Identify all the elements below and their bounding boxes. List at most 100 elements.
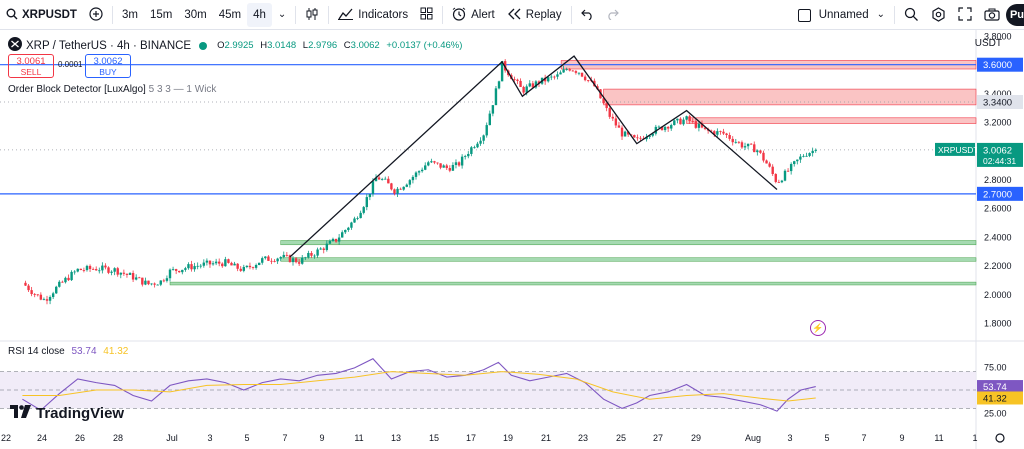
price-tick-label: 3.8000	[984, 32, 1012, 42]
candle-body	[374, 177, 378, 182]
candle-body	[473, 147, 476, 149]
candle-body	[245, 265, 249, 267]
time-axis[interactable]: 22 24 26 28 Jul 3 5 7 9 11 13 15 17 19 21 23 25 27 29 Aug 3 5…	[1, 433, 1005, 443]
candle-body	[645, 136, 648, 140]
chart-type-button[interactable]	[299, 0, 325, 30]
settings-button[interactable]	[925, 0, 952, 30]
lightning-icon[interactable]: ⚡	[810, 320, 826, 336]
interval-3m[interactable]: 3m	[121, 8, 138, 21]
candle-body	[131, 273, 135, 280]
buy-label: BUY	[99, 67, 117, 77]
candle-body	[580, 72, 584, 77]
candle-body	[168, 269, 172, 279]
indicator-legend[interactable]: Order Block Detector [LuxAlgo] 5 3 3 — 1…	[8, 84, 216, 95]
candle-body	[666, 126, 670, 129]
candle-body	[227, 259, 230, 263]
candle-body	[267, 256, 270, 261]
low-label: L	[302, 40, 309, 51]
price-tick-label: 2.8000	[984, 175, 1012, 185]
candle-body	[48, 297, 52, 301]
fullscreen-button[interactable]	[952, 0, 978, 30]
layout-checkbox[interactable]	[797, 8, 811, 22]
candle-body	[316, 249, 319, 256]
candle-body	[341, 232, 344, 238]
rsi-name: RSI 14 close	[8, 346, 65, 357]
price-level-tag	[977, 186, 1023, 201]
candle-body	[725, 133, 728, 136]
interval-dropdown[interactable]: ⌄	[272, 0, 292, 30]
avatar[interactable]: Pu	[1006, 4, 1024, 26]
candle-body	[125, 273, 129, 275]
spread-value: 0.0001	[58, 60, 83, 69]
alert-button[interactable]: Alert	[446, 0, 501, 30]
fullscreen-icon	[958, 7, 972, 23]
interval-15m[interactable]: 15m	[149, 8, 173, 21]
candle-body	[405, 184, 408, 187]
time-tick-label: 23	[578, 433, 588, 443]
candle-body	[728, 135, 731, 139]
candle-body	[430, 161, 433, 163]
undo-button[interactable]	[575, 0, 600, 30]
layout-name-button[interactable]: Unnamed ⌄	[792, 0, 891, 30]
candle-body	[79, 268, 83, 271]
candle-body	[420, 169, 424, 172]
candle-body	[513, 79, 516, 80]
candle-body	[128, 273, 132, 275]
candle-body	[147, 280, 150, 285]
candle-body	[759, 150, 762, 153]
interval-45m[interactable]: 45m	[218, 8, 242, 21]
candle-body	[454, 162, 458, 165]
candle-body	[190, 264, 193, 270]
snapshot-button[interactable]	[978, 0, 1006, 30]
candle-body	[583, 76, 587, 81]
candle-body	[740, 142, 744, 148]
candle-body	[691, 121, 694, 122]
rsi-ma-value-tag-label: 41.32	[983, 393, 1007, 404]
candle-body	[119, 272, 122, 275]
rsi-value-tag	[977, 380, 1023, 394]
candle-body	[187, 264, 190, 269]
candle-body	[254, 264, 258, 268]
redo-button[interactable]	[600, 0, 625, 30]
candle-body	[470, 147, 473, 154]
candle-body	[587, 80, 590, 81]
buy-button[interactable]: 3.0062 BUY	[85, 54, 131, 78]
countdown-label: 02:44:31	[983, 156, 1016, 166]
candle-body	[334, 238, 338, 242]
candle-body	[679, 118, 682, 125]
candle-body	[33, 294, 36, 295]
rsi-legend[interactable]: RSI 14 close 53.74 41.32	[8, 346, 128, 357]
candle-body	[762, 152, 765, 161]
replay-button[interactable]: Replay	[501, 0, 568, 30]
close-value: 3.0062	[350, 40, 380, 51]
last-price-symbol-tag	[935, 142, 975, 156]
candle-body	[307, 252, 310, 258]
symbol-search[interactable]: XRPUSDT	[0, 0, 83, 30]
interval-30m[interactable]: 30m	[184, 8, 207, 21]
interval-4h[interactable]: 4h	[247, 2, 272, 27]
price-chart[interactable]: 3.80003.40003.20002.97002.80002.60002.40…	[0, 30, 1024, 449]
currency-label[interactable]: USDT	[974, 38, 1002, 49]
candle-body	[380, 179, 384, 180]
price-level-tag	[977, 57, 1023, 72]
quick-search-button[interactable]	[898, 0, 925, 30]
candle-body	[550, 76, 553, 78]
candle-body	[568, 69, 571, 71]
toolbar-divider	[570, 5, 572, 24]
price-tick-label: 2.0000	[984, 290, 1012, 300]
time-tick-label: 17	[466, 433, 476, 443]
sell-button[interactable]: 3.0061 SELL	[8, 54, 54, 78]
price-axis[interactable]: 3.80003.40003.20002.97002.80002.60002.40…	[935, 32, 1023, 419]
candle-body	[279, 257, 282, 259]
price-level-tag-label: 3.6000	[983, 60, 1012, 71]
layouts-button[interactable]	[414, 0, 439, 30]
candle-body	[663, 126, 667, 131]
candle-body	[445, 165, 448, 169]
candle-body	[685, 116, 688, 120]
candle-body	[82, 270, 86, 271]
price-tick-label: 2.6000	[984, 204, 1012, 214]
compare-button[interactable]	[83, 0, 109, 30]
candle-body	[150, 283, 153, 285]
indicators-button[interactable]: Indicators	[332, 0, 414, 30]
candle-body	[359, 212, 362, 219]
